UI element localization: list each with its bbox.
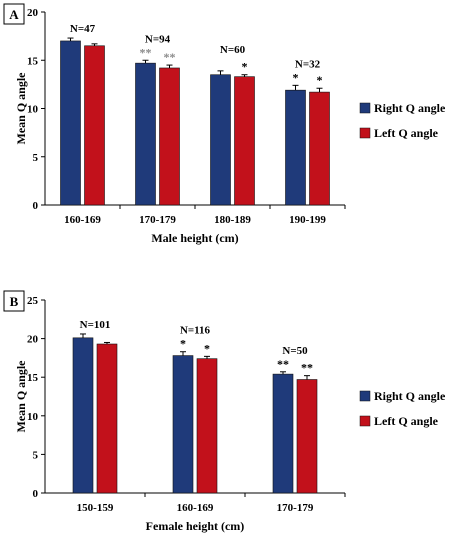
n-label: N=101 <box>80 319 111 331</box>
y-tick-label: 10 <box>27 104 39 116</box>
n-label: N=32 <box>295 58 321 70</box>
n-label: N=50 <box>282 345 308 357</box>
y-tick-label: 15 <box>27 372 39 384</box>
bar-left-q-angle <box>159 67 180 206</box>
bar-right-q-angle <box>172 355 194 494</box>
y-tick-label: 20 <box>27 7 39 19</box>
significance-stars: * <box>180 337 186 351</box>
bar-left-q-angle <box>196 358 218 494</box>
bar-right-q-angle <box>135 62 156 206</box>
bar-left-q-angle <box>234 76 255 206</box>
y-tick-label: 20 <box>27 334 39 346</box>
y-tick-label: 15 <box>27 55 39 67</box>
bar-right-q-angle <box>210 74 231 206</box>
legend-label: Left Q angle <box>374 126 439 140</box>
bar-right-q-angle <box>285 89 306 206</box>
y-tick-label: 5 <box>33 152 39 164</box>
x-tick-label: 190-199 <box>289 214 326 226</box>
panel-label-box <box>3 290 25 312</box>
y-axis-label: Mean Q angle <box>14 360 28 433</box>
significance-stars: ** <box>301 361 313 375</box>
bar-left-q-angle <box>96 343 118 494</box>
y-axis-label: Mean Q angle <box>14 72 28 145</box>
x-tick-label: 170-179 <box>277 502 314 514</box>
x-tick-label: 150-159 <box>77 502 114 514</box>
y-tick-label: 0 <box>33 200 39 212</box>
significance-stars: * <box>204 341 210 355</box>
n-label: N=116 <box>180 325 211 337</box>
significance-stars: * <box>293 70 299 84</box>
legend-swatch-right <box>359 102 371 114</box>
legend-label: Left Q angle <box>374 414 439 428</box>
legend-swatch-left <box>359 127 371 139</box>
x-tick-label: 160-169 <box>64 214 101 226</box>
legend-label: Right Q angle <box>374 389 446 403</box>
x-axis-label: Male height (cm) <box>151 231 238 245</box>
x-tick-label: 170-179 <box>139 214 176 226</box>
legend-label: Right Q angle <box>374 101 446 115</box>
y-tick-label: 0 <box>33 488 39 500</box>
bar-right-q-angle <box>60 40 81 206</box>
bar-left-q-angle <box>296 379 318 494</box>
panel-label: A <box>9 7 19 22</box>
legend-swatch-right <box>359 390 371 402</box>
significance-stars: * <box>317 73 323 87</box>
x-axis-label: Female height (cm) <box>146 519 245 533</box>
n-label: N=94 <box>145 33 171 45</box>
n-label: N=47 <box>70 23 96 35</box>
significance-stars: * <box>242 60 248 74</box>
significance-stars: ** <box>140 45 152 59</box>
y-tick-label: 25 <box>27 295 39 307</box>
significance-stars: ** <box>164 50 176 64</box>
legend-swatch-left <box>359 415 371 427</box>
x-tick-label: 160-169 <box>177 502 214 514</box>
y-tick-label: 5 <box>33 449 39 461</box>
bar-left-q-angle <box>309 91 330 206</box>
panel-label: B <box>10 294 19 309</box>
bar-right-q-angle <box>72 337 94 494</box>
y-tick-label: 10 <box>27 411 39 423</box>
x-tick-label: 180-189 <box>214 214 251 226</box>
bar-left-q-angle <box>84 45 105 206</box>
n-label: N=60 <box>220 44 246 56</box>
panel-label-box <box>3 3 25 25</box>
significance-stars: ** <box>277 357 289 371</box>
bar-right-q-angle <box>272 373 294 494</box>
